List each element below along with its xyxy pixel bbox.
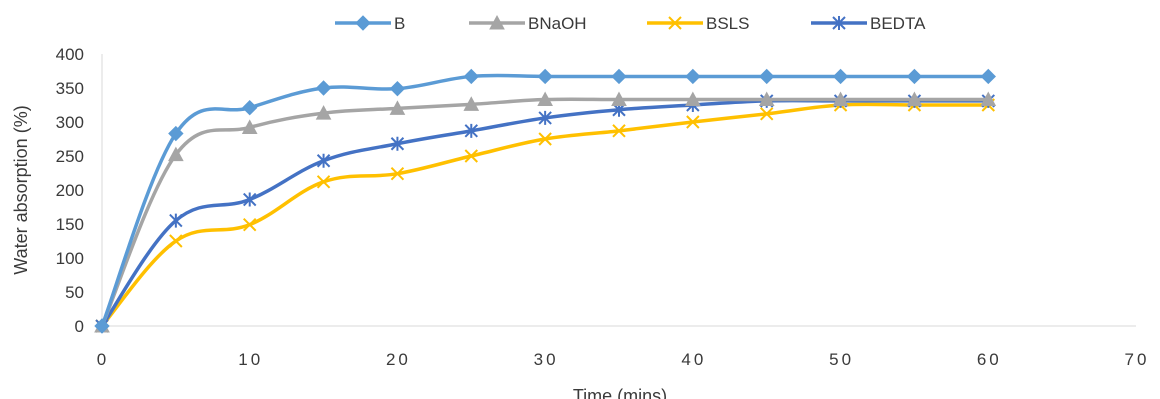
data-point (906, 91, 923, 107)
data-point (980, 91, 997, 107)
data-point (316, 175, 331, 189)
legend-label: BNaOH (528, 14, 587, 33)
y-tick-label: 250 (56, 147, 84, 166)
data-point (94, 318, 110, 334)
y-tick-label: 400 (56, 45, 84, 64)
series-line (100, 97, 989, 327)
data-point (612, 124, 626, 138)
data-point (464, 149, 478, 163)
legend-item-bsls: BSLS (647, 14, 749, 33)
y-axis-ticks: 0 50 100 150 200 250 300 350 400 (56, 45, 84, 336)
legend: B BNaOH BSLS BEDTA (335, 14, 926, 33)
y-tick-label: 350 (56, 79, 84, 98)
data-point (760, 107, 774, 121)
y-tick-label: 0 (75, 317, 84, 336)
series-bsls (95, 98, 995, 333)
series-layer (94, 68, 997, 334)
data-point (611, 68, 627, 85)
data-point (169, 234, 183, 248)
data-point (464, 123, 478, 138)
data-point (168, 146, 184, 162)
legend-label: B (394, 14, 405, 33)
series-b (94, 68, 996, 334)
data-point (315, 80, 332, 96)
data-point (906, 68, 923, 85)
y-tick-label: 150 (56, 215, 84, 234)
y-tick-label: 50 (65, 283, 84, 302)
data-point (758, 91, 775, 107)
x-axis-title: Time (mins) (573, 386, 667, 399)
series-line (100, 102, 989, 328)
x-tick-label: 60 (977, 350, 1002, 369)
legend-marker (489, 14, 505, 30)
data-point (390, 166, 405, 181)
y-tick-label: 300 (56, 113, 84, 132)
data-point (537, 68, 553, 85)
data-point (389, 80, 406, 97)
x-tick-label: 50 (829, 350, 854, 369)
data-point (168, 125, 184, 142)
y-tick-label: 200 (56, 181, 84, 200)
data-point (686, 115, 700, 129)
data-point (538, 110, 552, 125)
data-point (169, 213, 183, 228)
data-point (759, 68, 775, 85)
legend-item-b: B (335, 14, 405, 33)
data-point (315, 105, 332, 120)
legend-item-bnaoh: BNaOH (469, 14, 587, 33)
x-tick-label: 20 (386, 350, 411, 369)
data-point (685, 91, 701, 107)
data-point (685, 68, 701, 85)
data-point (832, 91, 849, 107)
x-tick-label: 70 (1125, 350, 1150, 369)
data-point (243, 192, 257, 207)
series-line (100, 98, 989, 328)
legend-marker (668, 16, 682, 30)
x-tick-label: 10 (238, 350, 263, 369)
x-axis-ticks: 0 10 20 30 40 50 60 70 (97, 350, 1150, 369)
data-point (463, 96, 480, 111)
y-tick-label: 100 (56, 249, 84, 268)
data-point (316, 153, 331, 168)
legend-label: BSLS (706, 14, 749, 33)
x-tick-label: 40 (681, 350, 706, 369)
data-point (389, 100, 406, 115)
data-point (242, 100, 258, 116)
legend-marker (355, 15, 371, 31)
data-point (832, 68, 849, 85)
data-point (390, 136, 405, 151)
y-axis-title: Water absorption (%) (11, 105, 31, 274)
data-point (463, 68, 479, 85)
data-point (980, 68, 996, 85)
series-bnaoh (94, 91, 997, 333)
x-tick-label: 30 (534, 350, 559, 369)
x-tick-label: 0 (97, 350, 109, 369)
legend-marker (832, 16, 846, 30)
data-point (538, 132, 552, 146)
legend-item-bedta: BEDTA (811, 14, 926, 33)
data-point (243, 217, 257, 232)
data-point (611, 91, 627, 107)
data-point (537, 91, 553, 107)
legend-label: BEDTA (870, 14, 926, 33)
data-point (241, 119, 258, 134)
